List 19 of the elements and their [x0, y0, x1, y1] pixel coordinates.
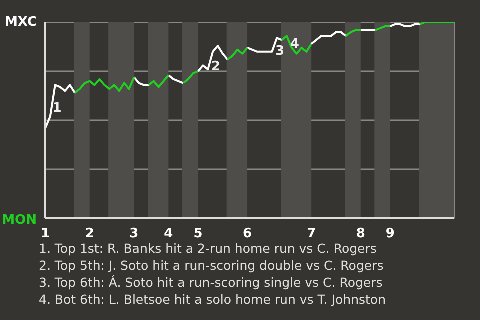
x-tick-label: 7	[307, 226, 316, 242]
text: 1. Top 1st: R. Banks hit a 2-run home run vs C. Rogers	[39, 241, 377, 256]
x-tick-label: 5	[194, 226, 203, 242]
annotation: 3	[276, 44, 285, 59]
x-tick-label: 4	[164, 226, 174, 242]
text: MXC	[4, 14, 37, 32]
text: 3. Top 6th: Á. Soto hit a run-scoring single vs C. Rogers	[39, 275, 383, 290]
x-tick-label: 6	[243, 226, 252, 242]
x-tick-label: 8	[356, 226, 366, 242]
annotation: 4	[290, 37, 300, 52]
x-tick-label: 9	[386, 226, 395, 242]
text: 2. Top 5th: J. Soto hit a run-scoring double vs C. Rogers	[39, 258, 384, 273]
x-tick-label: 2	[85, 226, 94, 242]
x-tick-label: 3	[130, 226, 139, 242]
text: MON	[2, 212, 37, 230]
annotation: 2	[211, 60, 221, 75]
annotation: 1	[52, 100, 62, 116]
text: 4. Bot 6th: L. Bletsoe hit a solo home run vs T. Johnston	[39, 292, 386, 307]
x-tick-label: 1	[40, 226, 50, 242]
